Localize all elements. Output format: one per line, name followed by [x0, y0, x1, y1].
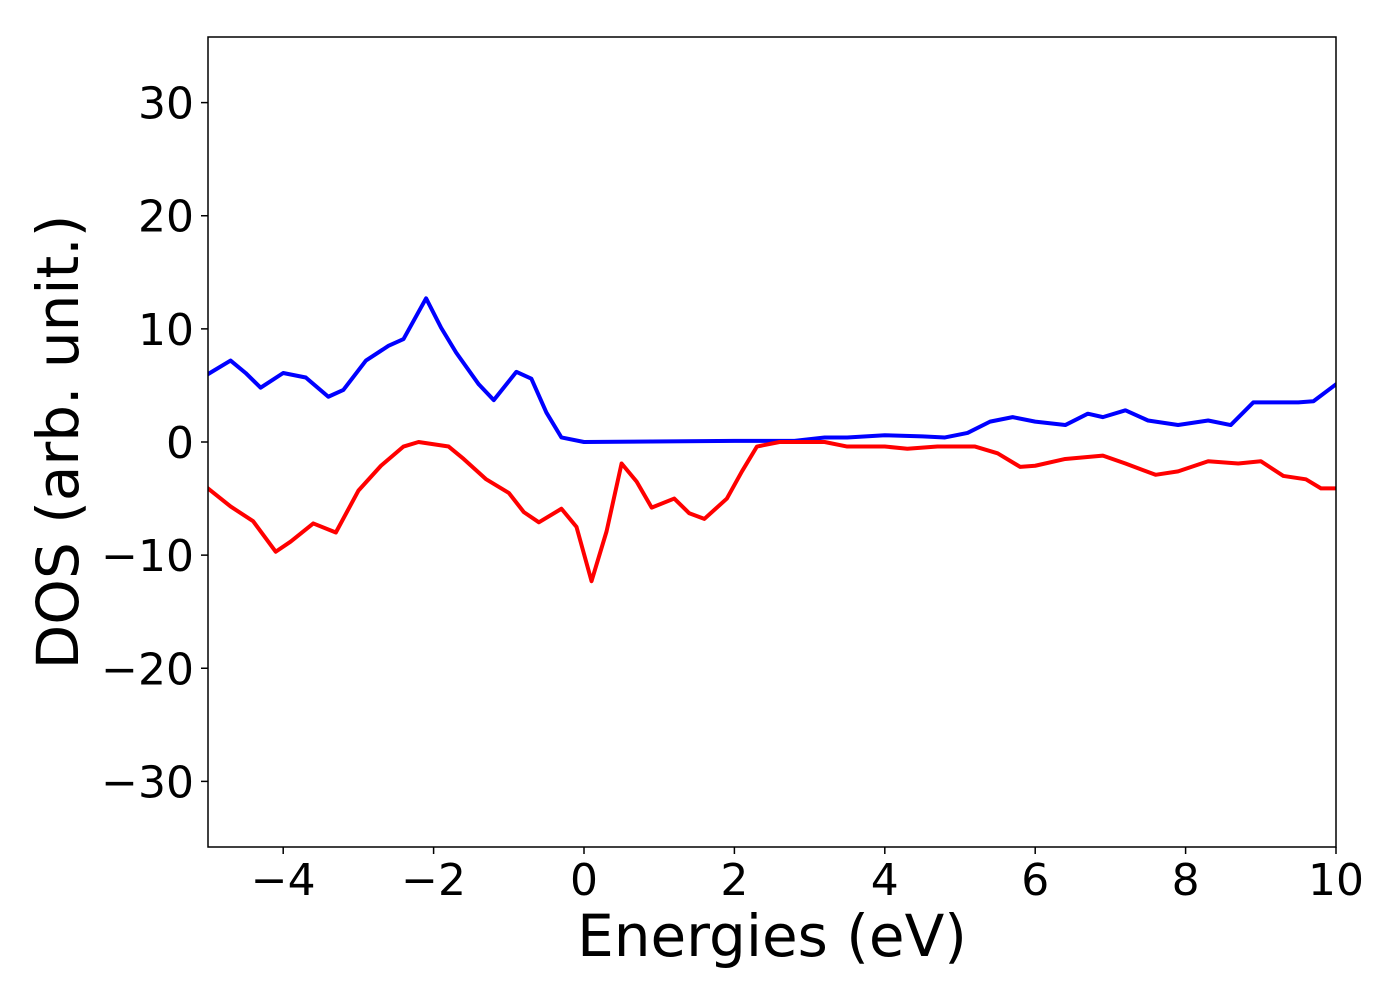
- y-tick-label: 20: [138, 192, 194, 243]
- x-tick-label: 6: [1021, 855, 1049, 906]
- x-axis-label: Energies (eV): [577, 902, 967, 970]
- plot-frame: [207, 36, 1337, 848]
- series-line: [208, 440, 1336, 584]
- y-tick-label: 30: [138, 79, 194, 130]
- y-tick-label: 10: [138, 305, 194, 356]
- y-tick-label: −30: [101, 757, 194, 808]
- x-tick-label: 2: [720, 855, 748, 906]
- y-tick-label: 0: [166, 418, 194, 469]
- x-tick-label: 8: [1172, 855, 1200, 906]
- y-axis-label: DOS (arb. unit.): [24, 215, 92, 670]
- y-tick-label: −20: [101, 644, 194, 695]
- x-tick-label: 10: [1308, 855, 1364, 906]
- x-tick-label: 0: [570, 855, 598, 906]
- x-tick-label: −4: [251, 855, 316, 906]
- x-tick-label: −2: [401, 855, 466, 906]
- x-tick-label: 4: [871, 855, 899, 906]
- y-tick-label: −10: [101, 531, 194, 582]
